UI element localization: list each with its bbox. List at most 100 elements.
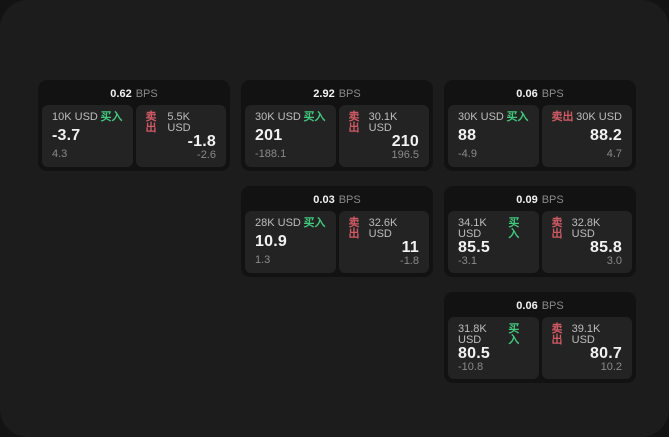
sell-side-label[interactable]: 卖出 bbox=[551, 217, 563, 240]
sell-tile-top: 卖出 5.5K USD bbox=[146, 112, 217, 134]
buy-price: 10.9 bbox=[255, 233, 287, 250]
sell-delta: -1.8 bbox=[400, 255, 419, 267]
bps-card: 0.03 BPS 28K USD 买入 10.9 1.3 卖出 32.6K US… bbox=[241, 186, 433, 277]
buy-tile-top: 30K USD 买入 bbox=[255, 112, 326, 123]
sell-tile-top: 卖出 32.8K USD bbox=[552, 218, 623, 240]
bps-card: 0.06 BPS 31.8K USD 买入 80.5 -10.8 卖出 39.1… bbox=[444, 292, 636, 383]
bps-unit: BPS bbox=[338, 194, 361, 206]
buy-tile-top: 28K USD 买入 bbox=[255, 218, 326, 229]
buy-tile-top: 31.8K USD 买入 bbox=[458, 324, 529, 346]
sell-side-label[interactable]: 卖出 bbox=[348, 217, 360, 240]
buy-price: 88 bbox=[458, 127, 477, 144]
buy-notional-amount: 31.8K USD bbox=[458, 323, 487, 346]
buy-price: 80.5 bbox=[458, 345, 490, 362]
sell-quote-tile[interactable]: 卖出 32.6K USD 11 -1.8 bbox=[338, 211, 429, 273]
bps-value: 0.09 bbox=[516, 194, 538, 206]
buy-quote-tile[interactable]: 31.8K USD 买入 80.5 -10.8 bbox=[448, 317, 539, 379]
sell-delta: 10.2 bbox=[600, 361, 622, 373]
sell-side-label[interactable]: 卖出 bbox=[551, 323, 563, 346]
sell-notional-amount: 30K USD bbox=[576, 111, 622, 123]
buy-notional-amount: 10K USD bbox=[52, 111, 98, 123]
bps-unit: BPS bbox=[338, 88, 361, 100]
bps-unit: BPS bbox=[135, 88, 158, 100]
bps-header: 0.62 BPS bbox=[42, 84, 226, 105]
quote-tiles: 28K USD 买入 10.9 1.3 卖出 32.6K USD 11 -1.8 bbox=[245, 211, 429, 273]
buy-side-label[interactable]: 买入 bbox=[303, 111, 326, 123]
bps-value: 2.92 bbox=[313, 88, 335, 100]
buy-tile-top: 10K USD 买入 bbox=[52, 112, 123, 123]
buy-delta: -10.8 bbox=[458, 361, 484, 373]
sell-delta: 3.0 bbox=[606, 255, 622, 267]
sell-tile-top: 卖出 30.1K USD bbox=[349, 112, 420, 134]
bps-card: 0.62 BPS 10K USD 买入 -3.7 4.3 卖出 5.5K USD bbox=[38, 80, 230, 171]
quote-tiles: 10K USD 买入 -3.7 4.3 卖出 5.5K USD -1.8 -2.… bbox=[42, 105, 226, 167]
bps-header: 0.06 BPS bbox=[448, 296, 632, 317]
sell-notional-amount: 39.1K USD bbox=[571, 323, 601, 346]
buy-price: 201 bbox=[255, 127, 283, 144]
sell-quote-tile[interactable]: 卖出 39.1K USD 80.7 10.2 bbox=[541, 317, 632, 379]
sell-price: 88.2 bbox=[590, 127, 622, 144]
buy-price: -3.7 bbox=[52, 127, 81, 144]
bps-value: 0.03 bbox=[313, 194, 335, 206]
sell-price: 85.8 bbox=[590, 239, 622, 256]
buy-delta: 4.3 bbox=[52, 148, 68, 160]
buy-side-label[interactable]: 买入 bbox=[506, 111, 529, 123]
buy-delta: -188.1 bbox=[255, 148, 287, 160]
bps-unit: BPS bbox=[541, 194, 564, 206]
sell-delta: 196.5 bbox=[391, 149, 419, 161]
sell-side-label[interactable]: 卖出 bbox=[348, 111, 360, 134]
buy-delta: -3.1 bbox=[458, 255, 477, 267]
sell-price: -1.8 bbox=[187, 133, 216, 150]
bps-value: 0.62 bbox=[110, 88, 132, 100]
quote-tiles: 30K USD 买入 201 -188.1 卖出 30.1K USD 210 1… bbox=[245, 105, 429, 167]
buy-delta: 1.3 bbox=[255, 254, 271, 266]
buy-side-label[interactable]: 买入 bbox=[508, 323, 520, 346]
buy-notional-amount: 30K USD bbox=[255, 111, 301, 123]
quote-tiles: 30K USD 买入 88 -4.9 卖出 30K USD 88.2 4.7 bbox=[448, 105, 632, 167]
buy-delta: -4.9 bbox=[458, 148, 477, 160]
sell-quote-tile[interactable]: 卖出 30K USD 88.2 4.7 bbox=[541, 105, 632, 167]
sell-notional-amount: 30.1K USD bbox=[368, 111, 398, 134]
bps-header: 2.92 BPS bbox=[245, 84, 429, 105]
sell-quote-tile[interactable]: 卖出 32.8K USD 85.8 3.0 bbox=[541, 211, 632, 273]
bps-header: 0.09 BPS bbox=[448, 190, 632, 211]
sell-side-label[interactable]: 卖出 bbox=[145, 111, 157, 134]
buy-notional-amount: 34.1K USD bbox=[458, 217, 487, 240]
buy-quote-tile[interactable]: 10K USD 买入 -3.7 4.3 bbox=[42, 105, 133, 167]
sell-quote-tile[interactable]: 卖出 5.5K USD -1.8 -2.6 bbox=[135, 105, 226, 167]
buy-quote-tile[interactable]: 30K USD 买入 201 -188.1 bbox=[245, 105, 336, 167]
sell-tile-top: 卖出 30K USD bbox=[552, 112, 623, 123]
bps-value: 0.06 bbox=[516, 300, 538, 312]
buy-quote-tile[interactable]: 30K USD 买入 88 -4.9 bbox=[448, 105, 539, 167]
sell-tile-top: 卖出 32.6K USD bbox=[349, 218, 420, 240]
sell-quote-tile[interactable]: 卖出 30.1K USD 210 196.5 bbox=[338, 105, 429, 167]
bps-card: 2.92 BPS 30K USD 买入 201 -188.1 卖出 30.1K … bbox=[241, 80, 433, 171]
bps-card: 0.06 BPS 30K USD 买入 88 -4.9 卖出 30K USD bbox=[444, 80, 636, 171]
sell-tile-top: 卖出 39.1K USD bbox=[552, 324, 623, 346]
bps-header: 0.06 BPS bbox=[448, 84, 632, 105]
buy-side-label[interactable]: 买入 bbox=[508, 217, 520, 240]
buy-side-label[interactable]: 买入 bbox=[303, 217, 326, 229]
buy-notional-amount: 30K USD bbox=[458, 111, 504, 123]
bps-value: 0.06 bbox=[516, 88, 538, 100]
quote-card-grid: 0.62 BPS 10K USD 买入 -3.7 4.3 卖出 5.5K USD bbox=[38, 80, 636, 383]
buy-tile-top: 30K USD 买入 bbox=[458, 112, 529, 123]
sell-notional-amount: 5.5K USD bbox=[167, 111, 191, 134]
bps-header: 0.03 BPS bbox=[245, 190, 429, 211]
quote-tiles: 34.1K USD 买入 85.5 -3.1 卖出 32.8K USD 85.8… bbox=[448, 211, 632, 273]
buy-quote-tile[interactable]: 28K USD 买入 10.9 1.3 bbox=[245, 211, 336, 273]
sell-notional-amount: 32.6K USD bbox=[368, 217, 398, 240]
sell-delta: 4.7 bbox=[606, 148, 622, 160]
bps-card: 0.09 BPS 34.1K USD 买入 85.5 -3.1 卖出 32.8K… bbox=[444, 186, 636, 277]
buy-side-label[interactable]: 买入 bbox=[100, 111, 123, 123]
sell-delta: -2.6 bbox=[197, 149, 216, 161]
sell-price: 210 bbox=[391, 133, 419, 150]
bps-unit: BPS bbox=[541, 300, 564, 312]
sell-notional-amount: 32.8K USD bbox=[571, 217, 601, 240]
buy-quote-tile[interactable]: 34.1K USD 买入 85.5 -3.1 bbox=[448, 211, 539, 273]
quote-tiles: 31.8K USD 买入 80.5 -10.8 卖出 39.1K USD 80.… bbox=[448, 317, 632, 379]
sell-side-label[interactable]: 卖出 bbox=[551, 111, 574, 123]
buy-price: 85.5 bbox=[458, 239, 490, 256]
sell-price: 11 bbox=[401, 239, 419, 256]
